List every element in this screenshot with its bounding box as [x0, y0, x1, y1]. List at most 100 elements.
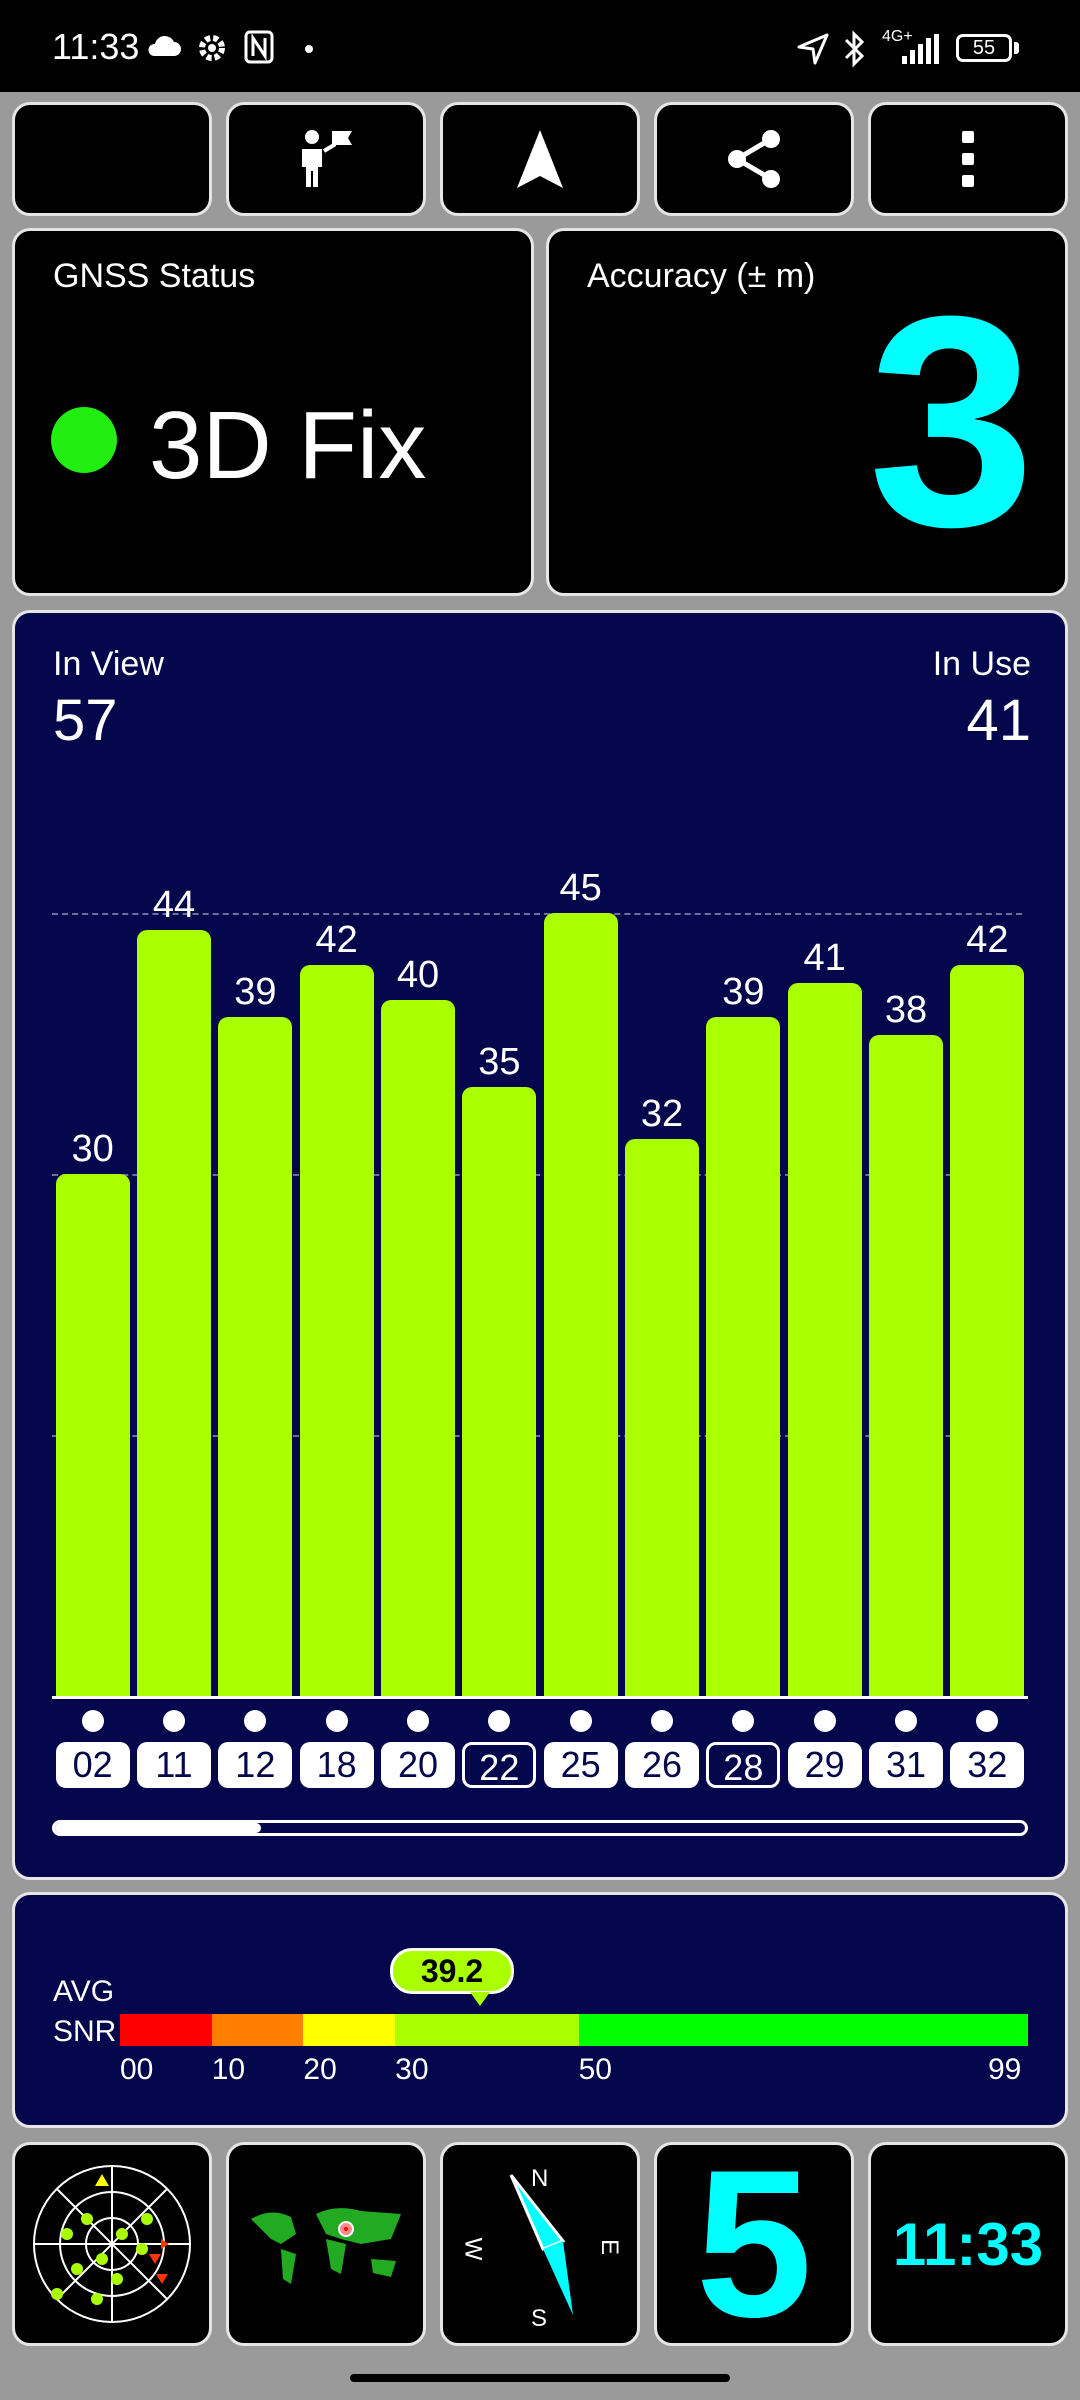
- grid-line: [52, 913, 1022, 915]
- satellite-prn-label[interactable]: 22: [462, 1742, 537, 1788]
- satellite-dot: [407, 1710, 429, 1732]
- compass-icon: [509, 2174, 573, 2315]
- compass-west: W: [459, 2237, 487, 2261]
- clock-value: 11:33: [892, 2210, 1044, 2278]
- satellite-prn-label[interactable]: 20: [381, 1742, 455, 1788]
- snr-bar: [137, 930, 211, 1696]
- compass-south: S: [531, 2305, 548, 2332]
- satellite-dot: [244, 1710, 267, 1732]
- satellite-dot: [569, 1710, 592, 1732]
- bar-value-label: 39: [234, 971, 277, 1014]
- satellite-dot: [813, 1710, 836, 1732]
- sky-plot-tile[interactable]: [12, 2142, 212, 2346]
- satellite-prn-label[interactable]: 29: [787, 1742, 862, 1788]
- compass-north: N: [531, 2165, 549, 2192]
- snr-tick-label: 30: [395, 2053, 429, 2086]
- chart-scrollbar-thumb[interactable]: [55, 1823, 261, 1833]
- compass-tile[interactable]: N E S W: [440, 2142, 640, 2346]
- accuracy-label: Accuracy (± m): [587, 257, 816, 295]
- nfc-icon: [244, 30, 274, 64]
- battery-icon: 55: [956, 34, 1012, 62]
- snr-scale-segment: [120, 2014, 212, 2046]
- bar-value-label: 32: [640, 1093, 684, 1136]
- snr-bar: [543, 913, 618, 1696]
- in-use-label: In Use: [932, 645, 1031, 683]
- home-indicator[interactable]: [350, 2374, 730, 2382]
- person-flag-icon: [302, 130, 352, 187]
- bar-value-label: 44: [152, 884, 196, 927]
- snr-bar: [706, 1017, 781, 1696]
- satellite-dot: [976, 1710, 999, 1732]
- satellite-prn-label[interactable]: 31: [869, 1742, 943, 1788]
- grid-line: [52, 1435, 1022, 1437]
- bar-value-label: 42: [315, 919, 358, 962]
- compass-east: E: [596, 2238, 624, 2256]
- gnss-status-panel: GNSS Status 3D Fix: [12, 228, 534, 596]
- navigate-button[interactable]: [440, 102, 640, 216]
- bar-value-label: 45: [559, 867, 602, 909]
- satellites-count-tile[interactable]: 5: [654, 2126, 854, 2361]
- snr-tick-label: 00: [120, 2053, 154, 2086]
- satellite-dot: [895, 1710, 917, 1732]
- share-button[interactable]: [654, 102, 854, 216]
- dot-icon: [305, 45, 313, 53]
- snr-bar: [625, 1139, 699, 1696]
- settings-icon: [199, 35, 225, 61]
- snr-bar: [869, 1034, 943, 1696]
- big-number: 5: [695, 2126, 813, 2361]
- in-view-label: In View: [53, 645, 164, 683]
- bluetooth-icon: [844, 30, 865, 68]
- battery-level: 55: [972, 37, 996, 59]
- satellite-prn-label[interactable]: 12: [218, 1742, 293, 1788]
- snr-scale-segment: [303, 2014, 396, 2046]
- world-map-icon: [251, 2208, 401, 2284]
- bar-value-label: 38: [884, 988, 928, 1031]
- bar-value-label: 30: [71, 1128, 114, 1170]
- chart-scrollbar[interactable]: [52, 1820, 1028, 1836]
- satellite-prn-label[interactable]: 11: [137, 1742, 211, 1788]
- signal-icon: [902, 34, 939, 64]
- navigation-arrow-icon: [517, 130, 563, 188]
- snr-tick-label: 20: [303, 2053, 337, 2086]
- satellite-dot: [81, 1710, 104, 1732]
- night-mode-button[interactable]: [12, 102, 212, 216]
- network-type: 4G+: [882, 28, 913, 45]
- status-time: 11:33: [52, 26, 140, 67]
- avg-snr-value: 39.2: [420, 1953, 484, 1989]
- snr-tick-label: 50: [578, 2053, 612, 2086]
- status-bar: 11:33 4G+ 55: [0, 0, 1080, 92]
- fix-indicator: [51, 407, 117, 473]
- poi-button[interactable]: [226, 102, 426, 216]
- snr-bar: [381, 1000, 455, 1696]
- bar-value-label: 42: [966, 919, 1009, 962]
- accuracy-value: 3: [868, 253, 1035, 589]
- snr-bar: [950, 965, 1025, 1696]
- clock-tile[interactable]: 11:33: [868, 2142, 1068, 2346]
- satellite-prn-label[interactable]: 28: [706, 1742, 781, 1788]
- avg-snr-pointer: [470, 1992, 490, 2006]
- satellite-prn-label[interactable]: 26: [625, 1742, 699, 1788]
- snr-scale-segment: [578, 2014, 1028, 2046]
- snr-scale-segment: [211, 2014, 304, 2046]
- snr-bar: [55, 1174, 130, 1696]
- satellite-dot: [651, 1710, 673, 1732]
- satellite-dot: [163, 1710, 185, 1732]
- cloud-icon: [148, 35, 181, 56]
- snr-label: SNR: [53, 2015, 117, 2048]
- in-use-count: 41: [966, 688, 1031, 753]
- sky-plot-icon: [33, 2165, 191, 2323]
- location-arrow-icon: [797, 33, 829, 65]
- avg-label: AVG: [53, 1975, 115, 2008]
- satellite-prn-label[interactable]: 02: [55, 1742, 130, 1788]
- share-icon: [728, 130, 780, 188]
- more-button[interactable]: [868, 102, 1068, 216]
- more-vert-icon: [962, 131, 974, 187]
- snr-scale-segment: [395, 2014, 579, 2046]
- satellite-prn-label[interactable]: 32: [950, 1742, 1025, 1788]
- bar-value-label: 40: [396, 954, 440, 996]
- satellite-prn-label[interactable]: 18: [299, 1742, 374, 1788]
- accuracy-panel: Accuracy (± m) 3: [546, 228, 1068, 596]
- snr-bar: [462, 1087, 537, 1696]
- satellite-prn-label[interactable]: 25: [543, 1742, 618, 1788]
- world-map-tile[interactable]: [226, 2142, 426, 2346]
